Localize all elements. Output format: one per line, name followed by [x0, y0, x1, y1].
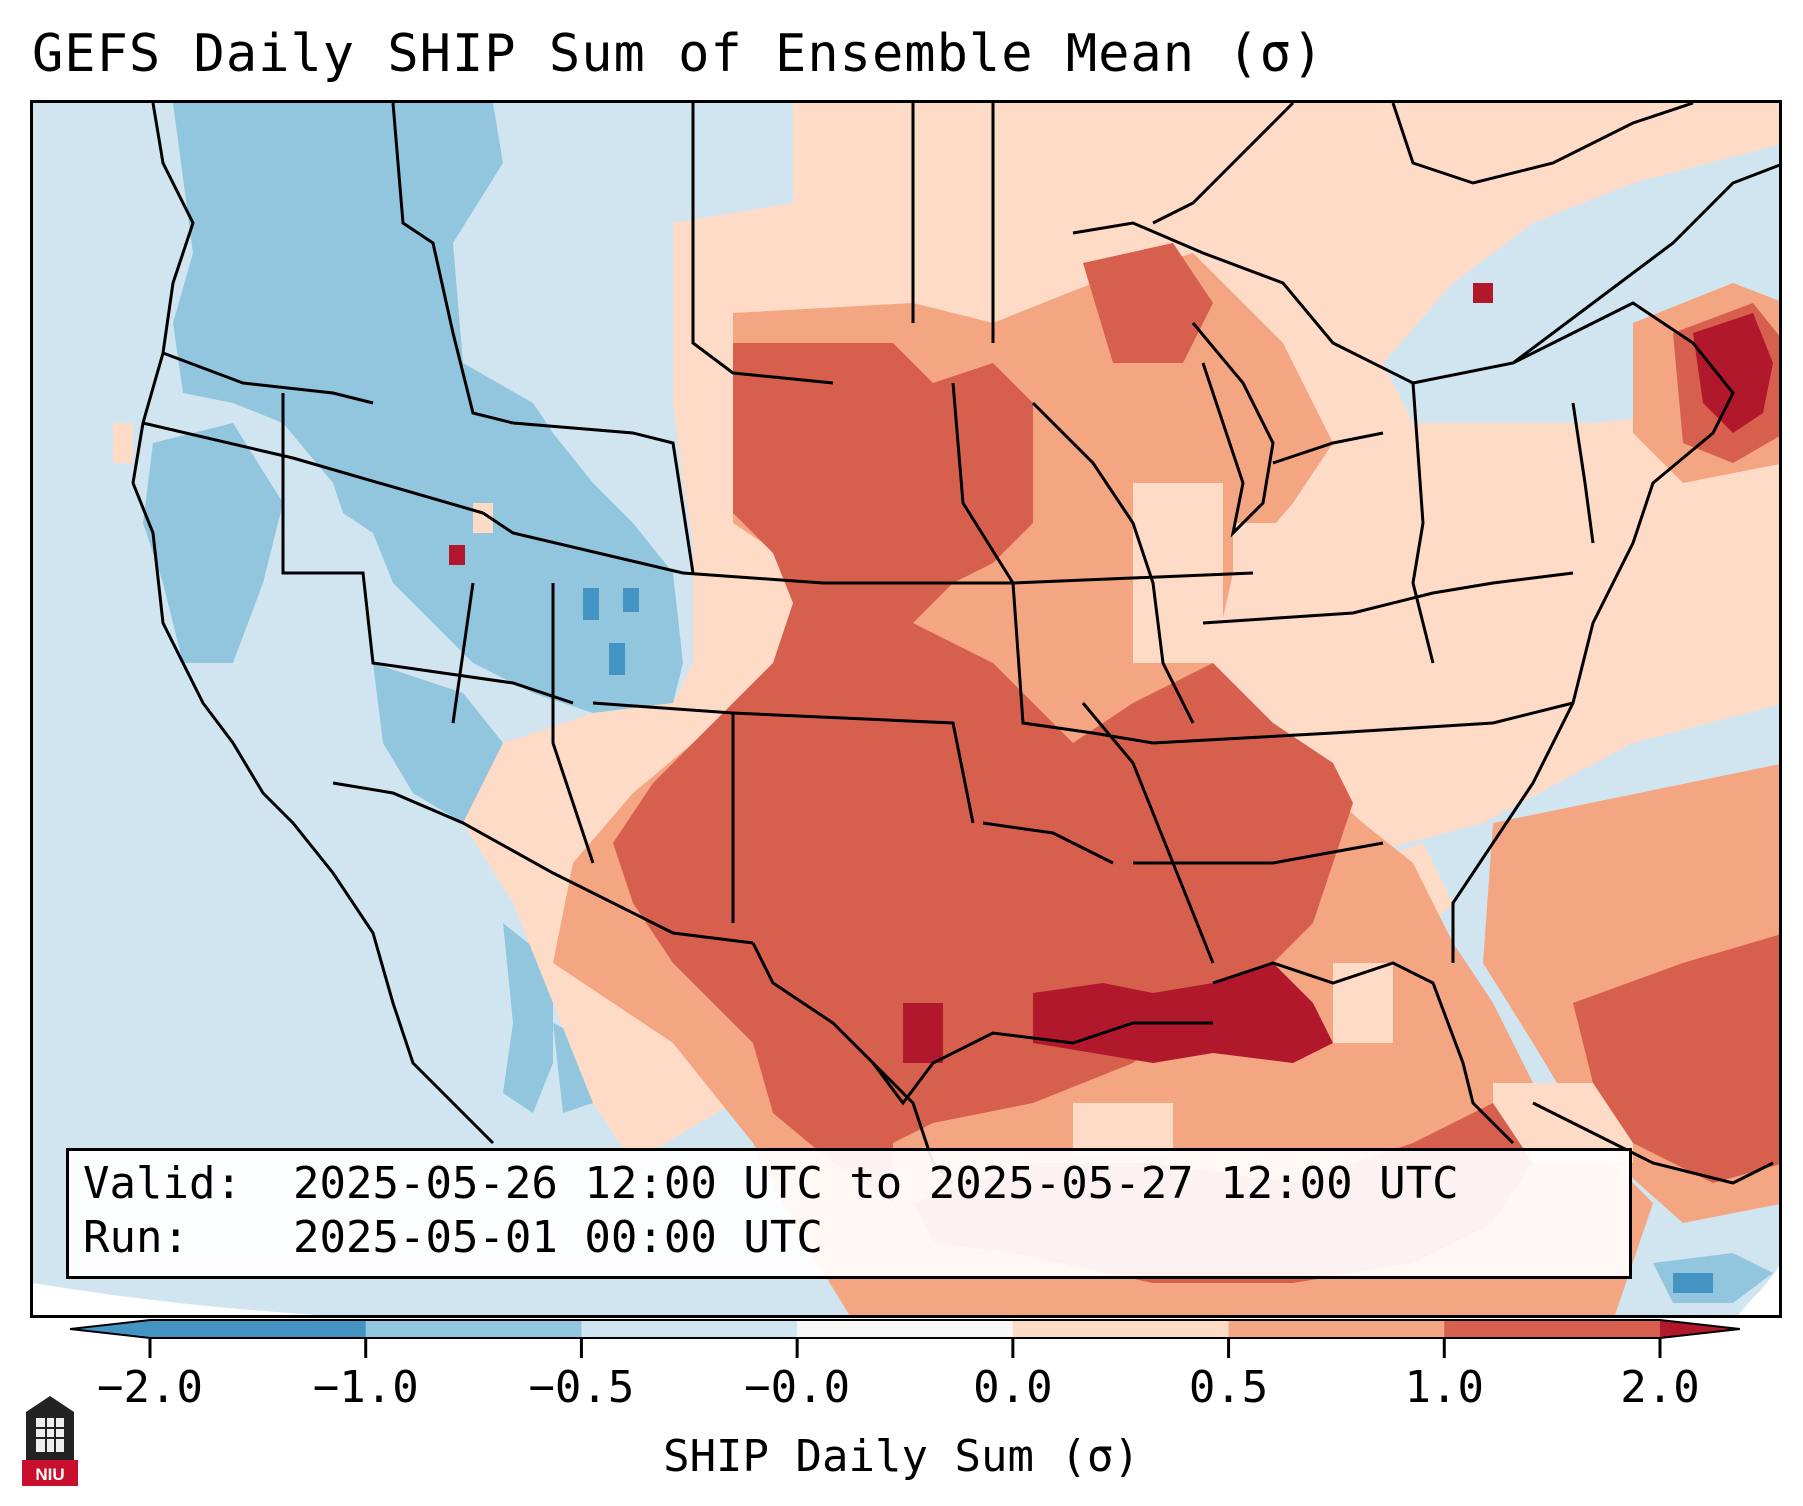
colorbar-over-extension — [1660, 1320, 1740, 1338]
colorbar-bin — [1228, 1320, 1445, 1338]
colorbar-bin — [1444, 1320, 1661, 1338]
valid-time-box: Valid: 2025-05-26 12:00 UTC to 2025-05-27… — [66, 1148, 1632, 1279]
colorbar-tick-label: 0.0 — [973, 1362, 1053, 1413]
niu-logo: NIU — [22, 1396, 78, 1486]
colorbar-ticks — [148, 1338, 1662, 1358]
colorbar-tick-label: 2.0 — [1620, 1362, 1700, 1413]
colorbar — [70, 1319, 1740, 1358]
domain-edge-left — [33, 1283, 317, 1315]
anomaly-map — [33, 103, 1779, 1315]
colorbar-bin — [797, 1320, 1014, 1338]
colorbar-tick-label: −2.0 — [97, 1362, 203, 1413]
colorbar-bins — [70, 1320, 1740, 1338]
colorbar-tick-label: −0.5 — [528, 1362, 635, 1413]
strong-negative-cells — [583, 588, 1713, 1293]
valid-label: Valid: — [83, 1158, 242, 1209]
colorbar-tick-labels: −2.0 −1.0 −0.5 −0.0 0.0 0.5 1.0 2.0 — [0, 1362, 1803, 1422]
colorbar-bin — [1012, 1320, 1230, 1338]
boundary-lines — [131, 103, 1779, 1185]
colorbar-tick-label: 1.0 — [1404, 1362, 1485, 1413]
chart-title: GEFS Daily SHIP Sum of Ensemble Mean (σ) — [32, 24, 1325, 84]
colorbar-label: SHIP Daily Sum (σ) — [663, 1431, 1140, 1482]
extreme-positive-cells — [449, 283, 1773, 1063]
valid-value: 2025-05-26 12:00 UTC to 2025-05-27 12:00… — [293, 1158, 1459, 1209]
colorbar-bin — [150, 1320, 367, 1338]
colorbar-under-extension — [70, 1320, 150, 1338]
map-panel — [30, 100, 1782, 1318]
colorbar-bin — [365, 1320, 582, 1338]
logo-text: NIU — [35, 1465, 64, 1484]
run-value: 2025-05-01 00:00 UTC — [293, 1212, 823, 1263]
colorbar-bin — [581, 1320, 798, 1338]
run-label: Run: — [83, 1212, 189, 1263]
colorbar-tick-label: 0.5 — [1188, 1362, 1269, 1413]
colorbar-outline — [70, 1319, 1740, 1339]
domain-edge-right — [1738, 1265, 1779, 1315]
colorbar-tick-label: −0.0 — [744, 1362, 851, 1413]
colorbar-tick-label: −1.0 — [312, 1362, 419, 1413]
